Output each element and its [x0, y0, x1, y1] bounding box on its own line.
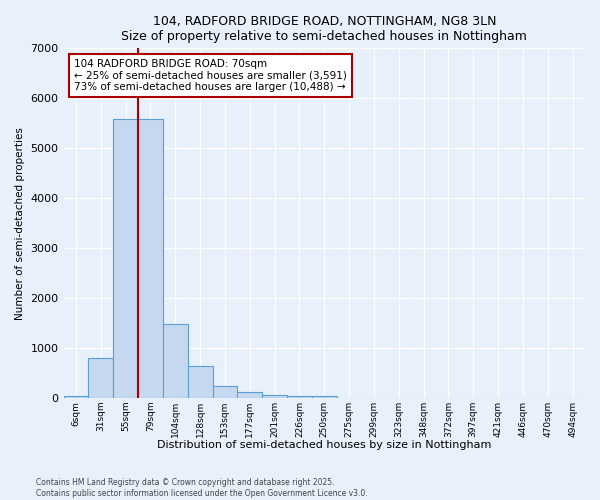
Bar — [212, 386, 238, 398]
Bar — [113, 120, 138, 398]
Bar — [312, 396, 337, 398]
Bar — [287, 396, 312, 398]
Bar — [188, 366, 212, 398]
X-axis label: Distribution of semi-detached houses by size in Nottingham: Distribution of semi-detached houses by … — [157, 440, 491, 450]
Text: 104 RADFORD BRIDGE ROAD: 70sqm
← 25% of semi-detached houses are smaller (3,591): 104 RADFORD BRIDGE ROAD: 70sqm ← 25% of … — [74, 59, 347, 92]
Bar — [138, 120, 163, 398]
Text: Contains HM Land Registry data © Crown copyright and database right 2025.
Contai: Contains HM Land Registry data © Crown c… — [36, 478, 368, 498]
Bar — [88, 358, 113, 398]
Bar — [238, 392, 262, 398]
Bar — [64, 396, 88, 398]
Bar — [262, 394, 287, 398]
Y-axis label: Number of semi-detached properties: Number of semi-detached properties — [15, 127, 25, 320]
Bar — [163, 324, 188, 398]
Title: 104, RADFORD BRIDGE ROAD, NOTTINGHAM, NG8 3LN
Size of property relative to semi-: 104, RADFORD BRIDGE ROAD, NOTTINGHAM, NG… — [121, 15, 527, 43]
